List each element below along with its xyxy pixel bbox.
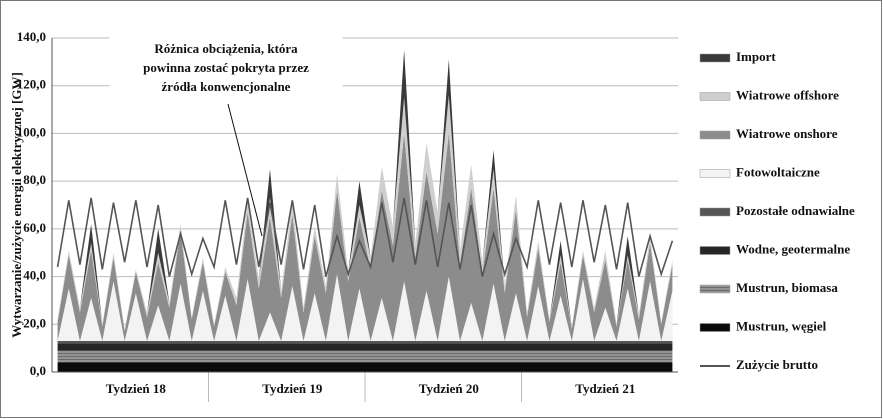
legend-swatch [699, 130, 731, 140]
legend-swatch [699, 53, 731, 63]
legend-swatch [699, 92, 731, 101]
legend-label: Import [736, 49, 776, 64]
annotation-arrow [227, 103, 263, 237]
y-tick-label: 140,0 [17, 29, 46, 44]
y-axis-label: Wytwarzanie/zużycie energii elektrycznej… [9, 72, 24, 338]
area [57, 133, 673, 341]
legend-swatch [699, 284, 731, 294]
consumption-line [56, 197, 674, 278]
legend-label: Wodne, geotermalne [736, 241, 850, 256]
legend-label: Pozostałe odnawialne [736, 203, 855, 218]
y-tick-label: 120,0 [17, 77, 46, 92]
legend-swatch [699, 207, 731, 217]
area [57, 343, 673, 351]
legend-label: Mustrun, biomasa [736, 280, 838, 295]
annotation-text: Różnica obciążenia, która [154, 41, 298, 56]
annotation-box [109, 37, 343, 101]
y-tick-label: 20,0 [23, 315, 46, 330]
x-tick-label: Tydzień 18 [106, 381, 167, 396]
legend-swatch [699, 169, 731, 178]
y-tick-label: 0,0 [30, 363, 46, 378]
legend-swatch [699, 246, 731, 255]
y-tick-label: 60,0 [23, 220, 46, 235]
legend-label: Zużycie brutto [736, 357, 818, 372]
y-tick-label: 100,0 [17, 124, 46, 139]
area [57, 362, 673, 372]
x-tick-label: Tydzień 21 [575, 381, 635, 396]
area [57, 340, 673, 344]
x-tick-label: Tydzień 20 [419, 381, 479, 396]
y-tick-label: 40,0 [23, 268, 46, 283]
legend-label: Wiatrowe offshore [736, 87, 839, 102]
x-tick-label: Tydzień 19 [262, 381, 323, 396]
legend-label: Mustrun, węgiel [736, 318, 827, 333]
area [57, 350, 673, 363]
legend-swatch [699, 323, 731, 332]
area [57, 274, 673, 341]
annotation-text: źródła konwencjonalne [162, 79, 291, 94]
legend-label: Wiatrowe onshore [736, 126, 838, 141]
y-tick-label: 80,0 [23, 172, 46, 187]
legend-label: Fotowoltaiczne [736, 164, 820, 179]
annotation-text: powinna zostać pokryta przez [143, 60, 309, 75]
